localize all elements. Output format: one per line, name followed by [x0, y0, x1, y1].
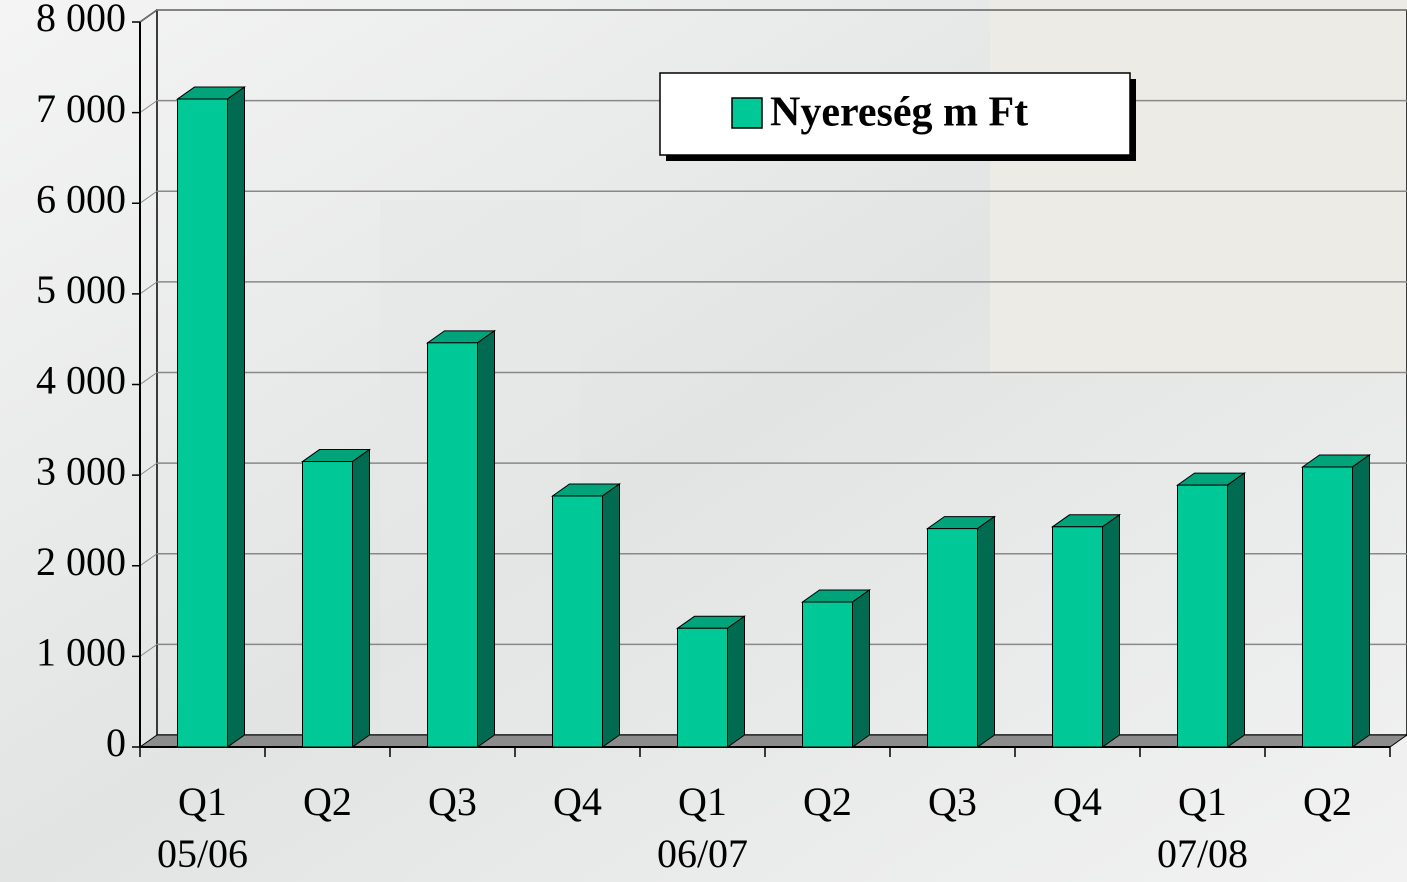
bar-front: [178, 99, 228, 747]
bar-front: [1053, 527, 1103, 747]
x-tick-label: Q4: [1053, 779, 1102, 824]
legend-label: Nyereség m Ft: [770, 90, 1028, 136]
bar-front: [428, 343, 478, 747]
bar: [178, 87, 245, 747]
background-photo: [990, 0, 1407, 375]
x-group-label: 07/08: [1157, 831, 1248, 876]
y-tick-label: 5 000: [36, 267, 126, 312]
bar: [1178, 473, 1245, 747]
x-tick-label: Q1: [678, 779, 727, 824]
bar: [303, 450, 370, 747]
y-tick-label: 4 000: [36, 358, 126, 403]
x-tick-label: Q2: [803, 779, 852, 824]
x-tick-label: Q2: [303, 779, 352, 824]
y-tick-label: 3 000: [36, 448, 126, 493]
bar-side: [728, 616, 745, 747]
bar-side: [228, 87, 245, 747]
bar-side: [853, 590, 870, 747]
y-tick-label: 7 000: [36, 86, 126, 131]
bar-side: [603, 484, 620, 747]
x-group-label: 05/06: [157, 831, 248, 876]
bar: [928, 517, 995, 747]
x-tick-label: Q3: [428, 779, 477, 824]
bar-front: [803, 602, 853, 747]
y-tick-label: 2 000: [36, 539, 126, 584]
bar: [1303, 455, 1370, 747]
bar-front: [1303, 467, 1353, 747]
bar: [553, 484, 620, 747]
bar-front: [303, 462, 353, 747]
x-tick-label: Q1: [1178, 779, 1227, 824]
bar-front: [1178, 485, 1228, 747]
y-tick-label: 6 000: [36, 176, 126, 221]
bar: [428, 331, 495, 747]
chart: 0 1 000 2 000 3 000 4 000 5 000 6 000 7 000 8 00…: [0, 0, 1407, 882]
bar: [803, 590, 870, 747]
bar-side: [478, 331, 495, 747]
bar-side: [1353, 455, 1370, 747]
y-tick-label: 0: [106, 720, 126, 765]
bar: [678, 616, 745, 747]
x-tick-label: Q4: [553, 779, 602, 824]
bar-side: [978, 517, 995, 747]
legend-swatch: [732, 98, 762, 128]
bar-front: [928, 529, 978, 747]
x-group-label: 06/07: [657, 831, 748, 876]
bar-side: [1103, 515, 1120, 747]
bar-front: [678, 628, 728, 747]
y-tick-label: 8 000: [36, 0, 126, 40]
y-tick-label: 1 000: [36, 630, 126, 675]
bar-front: [553, 496, 603, 747]
bar: [1053, 515, 1120, 747]
bar-side: [353, 450, 370, 747]
x-tick-label: Q3: [928, 779, 977, 824]
x-tick-label: Q1: [178, 779, 227, 824]
bar-side: [1228, 473, 1245, 747]
x-tick-label: Q2: [1303, 779, 1352, 824]
